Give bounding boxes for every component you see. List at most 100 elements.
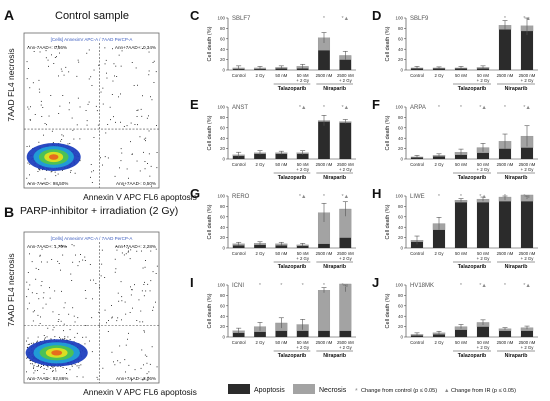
event-dot — [43, 134, 44, 136]
event-dot — [123, 126, 125, 127]
event-dot — [120, 65, 122, 67]
event-dot — [104, 47, 106, 49]
event-dot — [150, 165, 152, 167]
event-dot — [155, 71, 157, 73]
event-dot — [29, 87, 31, 89]
event-dot — [57, 260, 59, 262]
event-dot — [64, 336, 66, 338]
event-dot — [46, 336, 48, 338]
x-tick-label: 2500 nM — [497, 251, 514, 256]
event-dot — [156, 167, 158, 169]
significance-marker: *▲ — [299, 194, 307, 200]
event-dot — [100, 157, 101, 159]
event-dot — [85, 297, 87, 299]
event-dot — [108, 320, 109, 321]
y-tick-label: 60 — [398, 214, 404, 219]
y-tick-label: 80 — [220, 293, 226, 298]
event-dot — [28, 108, 30, 110]
event-dot — [54, 290, 56, 292]
event-dot — [113, 116, 114, 118]
event-dot — [121, 252, 123, 254]
event-dot — [69, 329, 71, 331]
event-dot — [45, 50, 47, 52]
event-dot — [29, 253, 30, 255]
x-tick-label: 2 Gy — [434, 162, 444, 167]
event-dot — [147, 283, 149, 285]
x-tick-label: 2 Gy — [255, 340, 265, 345]
bar-apoptosis — [318, 330, 330, 337]
event-dot — [44, 338, 45, 340]
event-dot — [91, 182, 93, 183]
event-dot — [47, 327, 49, 329]
event-dot — [46, 378, 48, 380]
event-dot — [93, 137, 95, 138]
x-tick-label: 50 nM — [297, 73, 309, 78]
significance-marker: * — [302, 283, 305, 289]
y-tick-label: 60 — [220, 36, 226, 41]
event-dot — [38, 364, 39, 366]
bar-apoptosis — [232, 245, 245, 248]
event-dot — [106, 322, 107, 324]
y-axis-label: Cell death (%) — [207, 293, 213, 328]
event-dot — [52, 370, 54, 371]
event-dot — [76, 365, 78, 367]
event-dot — [51, 259, 53, 260]
event-dot — [34, 370, 36, 372]
event-dot — [124, 301, 126, 303]
event-dot — [155, 273, 157, 274]
event-dot — [28, 302, 30, 304]
y-tick-label: 100 — [395, 105, 403, 110]
event-dot — [62, 95, 64, 96]
event-dot — [66, 368, 68, 369]
x-tick-label: + 2 Gy — [477, 256, 491, 261]
bar-panel-e: E ANST 0 20 40 60 80 100 Cell death (%) Control 2 … — [190, 97, 356, 181]
event-dot — [29, 163, 31, 165]
event-dot — [111, 351, 113, 353]
event-dot — [114, 271, 116, 273]
panel-letter: G — [190, 186, 200, 201]
event-dot — [150, 280, 152, 282]
x-tick-label: 50 nM — [275, 251, 287, 256]
event-dot — [69, 369, 71, 371]
event-dot — [132, 307, 133, 309]
event-dot — [92, 298, 93, 300]
event-dot — [40, 100, 42, 102]
x-tick-label: + 2 Gy — [339, 256, 353, 261]
event-dot — [96, 110, 98, 112]
bar-apoptosis — [339, 237, 352, 248]
x-tick-label: Control — [232, 251, 246, 256]
chart-legend: Apoptosis Necrosis * Change from control (p… — [228, 384, 516, 395]
event-dot — [142, 48, 143, 49]
event-dot — [142, 321, 144, 323]
y-tick-label: 0 — [400, 335, 403, 340]
event-dot — [73, 315, 75, 317]
event-dot — [115, 268, 117, 270]
event-dot — [40, 316, 41, 318]
event-dot — [86, 52, 88, 54]
y-tick-label: 40 — [220, 136, 226, 141]
event-dot — [61, 244, 62, 246]
event-dot — [146, 373, 148, 375]
bar-panel-f: F ARPA 0 20 40 60 80 100 Cell death (%) Control * 2… — [372, 97, 538, 181]
event-dot — [149, 363, 151, 365]
event-dot — [145, 260, 146, 261]
event-dot — [74, 363, 76, 365]
y-tick-label: 20 — [220, 324, 226, 329]
event-dot — [32, 342, 34, 344]
y-tick-label: 80 — [398, 115, 404, 120]
x-tick-label: 50 nM — [297, 340, 309, 345]
bar-apoptosis — [432, 156, 446, 159]
event-dot — [26, 296, 28, 298]
x-tick-label: 50 nM — [275, 340, 287, 345]
y-axis-label: Cell death (%) — [385, 26, 391, 61]
event-dot — [100, 91, 102, 93]
event-dot — [150, 96, 151, 98]
bar-apoptosis — [318, 50, 330, 70]
flow-title: Control sample — [55, 10, 129, 22]
event-dot — [29, 379, 31, 380]
x-tick-label: 2500 nM — [316, 340, 333, 345]
event-dot — [148, 51, 150, 53]
event-dot — [44, 123, 46, 124]
event-dot — [26, 371, 27, 373]
event-dot — [139, 321, 141, 323]
